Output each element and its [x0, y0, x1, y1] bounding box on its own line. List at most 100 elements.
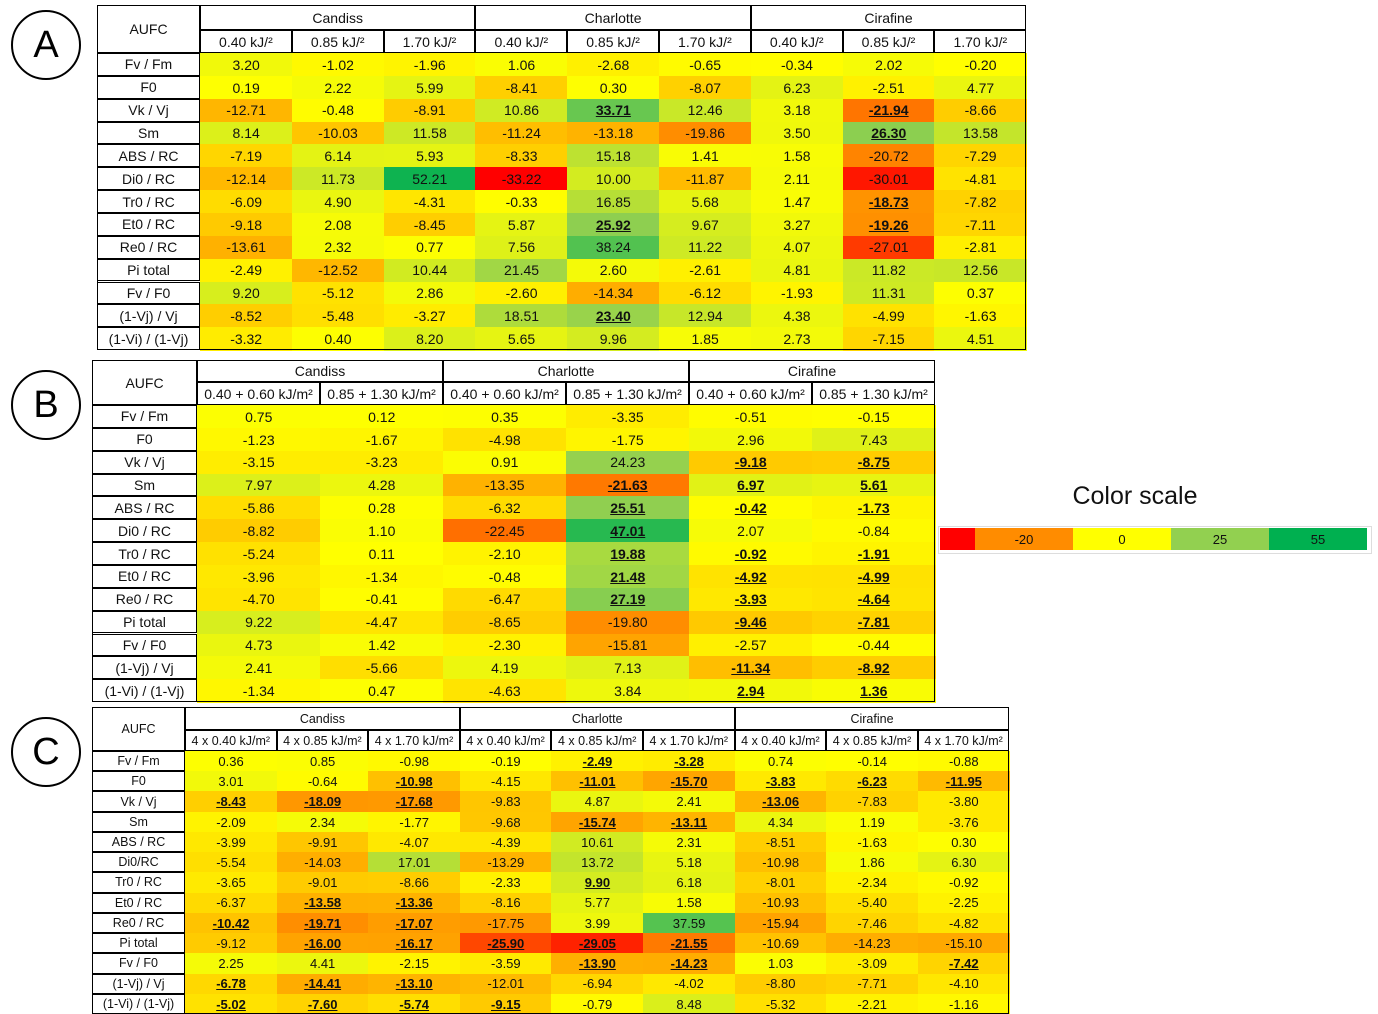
- column-header: 1.70 kJ/²: [934, 30, 1027, 53]
- cell: 9.20: [200, 281, 293, 305]
- cell: 7.56: [475, 235, 568, 260]
- cell: -5.02: [185, 993, 278, 1014]
- row-label: Et0 / RC: [92, 892, 185, 913]
- cell: -1.34: [320, 564, 444, 589]
- cell: -10.42: [185, 912, 278, 934]
- cell: 1.58: [643, 892, 736, 914]
- cell: -5.12: [291, 281, 385, 305]
- cell: -17.07: [368, 912, 461, 934]
- cell: -6.23: [826, 771, 919, 792]
- cell: -5.40: [826, 892, 919, 914]
- cell: 2.34: [276, 811, 369, 833]
- cell: -4.98: [443, 427, 567, 452]
- cell: -6.32: [443, 496, 567, 520]
- cell: 2.60: [567, 258, 660, 282]
- cell: -5.66: [320, 656, 444, 680]
- cell: -0.79: [551, 993, 644, 1014]
- column-header: 0.40 + 0.60 kJ/m²: [443, 382, 566, 405]
- column-header: 0.85 kJ/²: [567, 30, 659, 53]
- row-label: ABS / RC: [92, 831, 185, 853]
- cell: -2.33: [459, 872, 552, 894]
- column-header: 4 x 0.85 kJ/m²: [276, 730, 369, 751]
- cell: -5.74: [368, 993, 461, 1014]
- cell: 4.34: [734, 811, 827, 833]
- cell: -2.60: [475, 281, 568, 305]
- cell: 2.07: [689, 519, 813, 543]
- cell: -0.65: [659, 53, 752, 77]
- row-label: Vk / Vj: [92, 450, 197, 474]
- cell: -21.63: [566, 473, 690, 497]
- cell: -8.80: [734, 973, 827, 995]
- cell: 2.11: [750, 167, 844, 191]
- column-header: 1.70 kJ/²: [659, 30, 751, 53]
- cell: -4.07: [368, 831, 461, 853]
- row-label: Vk / Vj: [92, 791, 185, 812]
- cell: -3.28: [643, 751, 736, 772]
- row-label: Pi total: [92, 610, 197, 634]
- cell: 5.93: [383, 144, 476, 168]
- cell: 2.31: [643, 831, 736, 853]
- cell: -9.68: [459, 811, 552, 833]
- cell: -9.91: [276, 831, 369, 853]
- row-label: Pi total: [92, 933, 185, 954]
- group-header: Charlotte: [475, 5, 751, 30]
- row-label: (1-Vi) / (1-Vj): [92, 993, 185, 1014]
- cell: -4.63: [443, 679, 567, 703]
- cell: 10.44: [383, 258, 476, 282]
- row-label: Fv / F0: [97, 281, 200, 305]
- cell: -0.84: [812, 519, 936, 543]
- cell: -1.67: [320, 427, 444, 452]
- cell: -11.87: [659, 167, 752, 191]
- cell: 52.21: [383, 167, 476, 191]
- scale-swatch: [940, 528, 975, 550]
- cell: -13.10: [368, 973, 461, 995]
- cell: 21.48: [566, 564, 690, 589]
- cell: -11.95: [917, 771, 1010, 792]
- cell: -8.07: [659, 75, 752, 100]
- cell: -3.59: [459, 953, 552, 975]
- cell: -0.48: [443, 564, 567, 589]
- cell: -7.15: [842, 327, 935, 351]
- cell: -16.00: [276, 933, 369, 954]
- group-header: Candiss: [200, 5, 476, 30]
- cell: 3.01: [185, 771, 278, 792]
- cell: -13.29: [459, 852, 552, 873]
- cell: 1.58: [750, 144, 844, 168]
- cell: 1.03: [734, 953, 827, 975]
- group-header: Cirafine: [734, 707, 1010, 730]
- cell: -17.68: [368, 791, 461, 813]
- cell: 11.73: [291, 167, 385, 191]
- cell: -0.20: [934, 53, 1027, 77]
- cell: -1.93: [750, 281, 844, 305]
- panel-label: B: [11, 370, 81, 440]
- cell: -3.83: [734, 771, 827, 792]
- cell: 1.06: [475, 53, 568, 77]
- cell: -3.93: [689, 587, 813, 612]
- cell: 0.30: [917, 831, 1010, 853]
- group-header: Cirafine: [750, 5, 1027, 30]
- cell: -1.91: [812, 542, 936, 566]
- panel-label: C: [11, 717, 81, 787]
- cell: -10.98: [368, 771, 461, 792]
- cell: -14.34: [567, 281, 660, 305]
- cell: -7.19: [200, 144, 293, 168]
- cell: -8.01: [734, 872, 827, 894]
- cell: -2.51: [842, 75, 935, 100]
- cell: 1.47: [750, 190, 844, 214]
- cell: -2.15: [368, 953, 461, 975]
- row-label: Pi total: [97, 258, 200, 282]
- cell: -1.73: [812, 496, 936, 520]
- cell: -2.09: [185, 811, 278, 833]
- row-label: Re0 / RC: [97, 235, 200, 259]
- cell: -2.30: [443, 633, 567, 657]
- cell: 11.22: [659, 235, 752, 260]
- cell: -15.70: [643, 771, 736, 792]
- cell: 2.41: [197, 656, 321, 680]
- column-header: 0.85 + 1.30 kJ/m²: [812, 382, 935, 405]
- cell: -6.37: [185, 892, 278, 914]
- cell: 1.19: [826, 811, 919, 833]
- cell: 3.18: [750, 98, 844, 123]
- cell: 2.22: [291, 75, 385, 100]
- column-header: 0.85 kJ/²: [291, 30, 384, 53]
- column-header: 0.40 kJ/²: [200, 30, 292, 53]
